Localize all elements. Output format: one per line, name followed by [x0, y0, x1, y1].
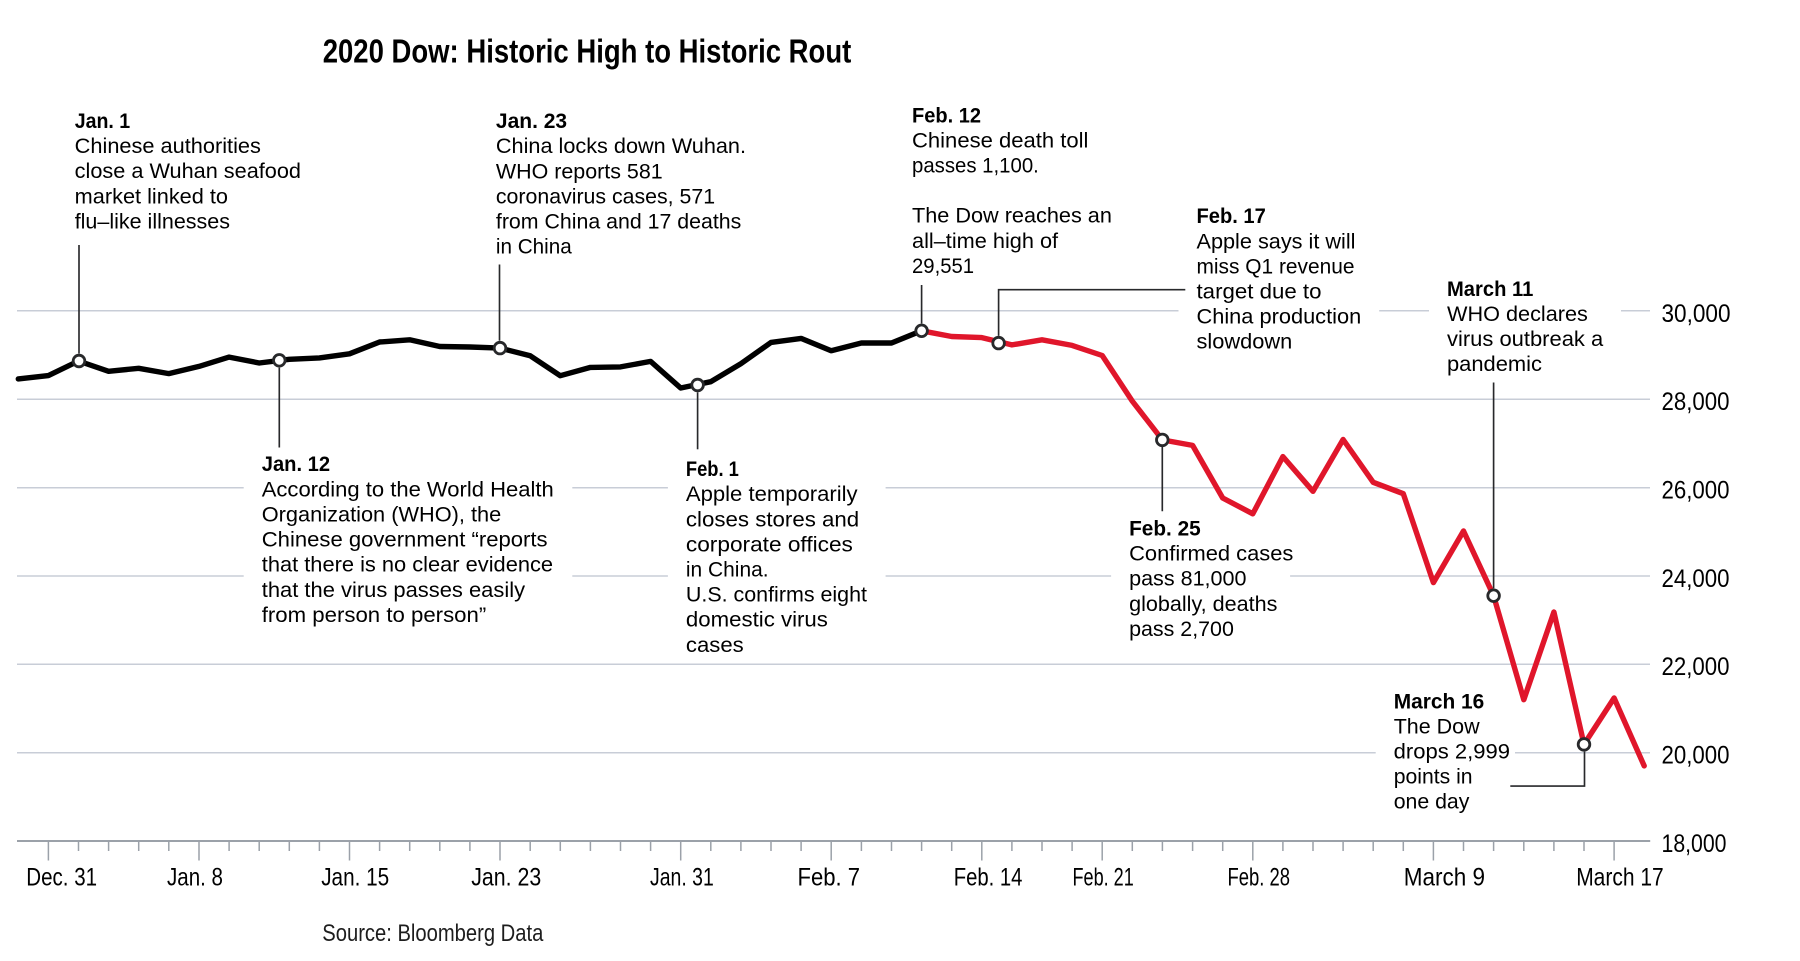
svg-text:According to the World Health: According to the World Health — [262, 477, 554, 501]
svg-text:Jan. 23: Jan. 23 — [471, 864, 541, 892]
svg-text:2020 Dow: Historic High to His: 2020 Dow: Historic High to Historic Rout — [323, 33, 852, 70]
svg-text:Apple says it will: Apple says it will — [1197, 229, 1356, 253]
svg-text:The Dow: The Dow — [1394, 714, 1480, 738]
svg-text:China locks down Wuhan.: China locks down Wuhan. — [496, 134, 746, 158]
svg-text:domestic virus: domestic virus — [686, 608, 828, 632]
svg-text:WHO declares: WHO declares — [1447, 302, 1588, 326]
svg-text:market linked to: market linked to — [75, 184, 228, 208]
svg-text:in China: in China — [496, 235, 572, 259]
svg-text:Feb. 1: Feb. 1 — [686, 457, 739, 481]
svg-text:Chinese government “reports: Chinese government “reports — [262, 528, 548, 552]
svg-text:Jan. 8: Jan. 8 — [167, 864, 223, 892]
svg-text:pass 2,700: pass 2,700 — [1129, 617, 1234, 641]
svg-text:from China and 17 deaths: from China and 17 deaths — [496, 210, 741, 234]
svg-text:Feb. 7: Feb. 7 — [798, 864, 861, 892]
svg-text:pandemic: pandemic — [1447, 352, 1542, 376]
svg-text:globally, deaths: globally, deaths — [1129, 592, 1277, 616]
svg-text:March 17: March 17 — [1576, 864, 1664, 892]
svg-text:flu–like illnesses: flu–like illnesses — [75, 209, 230, 233]
svg-text:Jan. 15: Jan. 15 — [321, 864, 389, 892]
svg-text:in China.: in China. — [686, 558, 769, 582]
svg-text:Apple temporarily: Apple temporarily — [686, 482, 858, 506]
svg-text:22,000: 22,000 — [1662, 653, 1730, 681]
svg-text:The Dow reaches an: The Dow reaches an — [912, 204, 1112, 228]
svg-text:passes 1,100.: passes 1,100. — [912, 154, 1039, 178]
svg-text:Source: Bloomberg Data: Source: Bloomberg Data — [322, 920, 543, 947]
svg-text:30,000: 30,000 — [1662, 300, 1731, 328]
svg-text:Organization (WHO), the: Organization (WHO), the — [262, 503, 502, 527]
svg-text:29,551: 29,551 — [912, 254, 974, 278]
svg-text:one day: one day — [1394, 790, 1470, 814]
svg-text:Jan. 23: Jan. 23 — [496, 109, 567, 133]
svg-text:Dec. 31: Dec. 31 — [26, 864, 97, 892]
svg-text:March 9: March 9 — [1404, 864, 1485, 892]
svg-text:Feb. 21: Feb. 21 — [1073, 864, 1134, 892]
svg-text:24,000: 24,000 — [1662, 565, 1730, 593]
svg-text:Feb. 14: Feb. 14 — [954, 864, 1023, 892]
svg-text:China production: China production — [1197, 305, 1362, 329]
svg-text:26,000: 26,000 — [1662, 477, 1730, 505]
svg-text:Feb. 25: Feb. 25 — [1129, 517, 1201, 541]
svg-text:close a Wuhan seafood: close a Wuhan seafood — [75, 159, 301, 183]
svg-text:that the virus passes easily: that the virus passes easily — [262, 578, 526, 602]
svg-text:points in: points in — [1394, 765, 1473, 789]
svg-text:drops 2,999: drops 2,999 — [1394, 740, 1510, 764]
svg-text:Feb. 17: Feb. 17 — [1197, 204, 1266, 228]
svg-text:WHO reports 581: WHO reports 581 — [496, 159, 663, 183]
svg-text:all–time high of: all–time high of — [912, 229, 1058, 253]
svg-text:March 11: March 11 — [1447, 277, 1533, 301]
svg-text:coronavirus cases, 571: coronavirus cases, 571 — [496, 184, 715, 208]
svg-text:miss Q1 revenue: miss Q1 revenue — [1197, 254, 1355, 278]
svg-text:pass 81,000: pass 81,000 — [1129, 567, 1246, 591]
svg-text:cases: cases — [686, 633, 744, 657]
svg-text:target due to: target due to — [1197, 280, 1322, 304]
svg-text:28,000: 28,000 — [1662, 388, 1730, 416]
svg-text:Jan. 12: Jan. 12 — [262, 452, 330, 476]
svg-text:Confirmed cases: Confirmed cases — [1129, 542, 1293, 566]
svg-text:slowdown: slowdown — [1197, 330, 1293, 354]
svg-text:virus outbreak a: virus outbreak a — [1447, 327, 1603, 351]
svg-text:U.S. confirms eight: U.S. confirms eight — [686, 583, 867, 607]
svg-text:Chinese death toll: Chinese death toll — [912, 128, 1088, 152]
svg-text:that there is no clear evidenc: that there is no clear evidence — [262, 553, 553, 577]
svg-text:Jan. 31: Jan. 31 — [650, 864, 714, 892]
svg-text:Chinese authorities: Chinese authorities — [75, 134, 261, 158]
svg-text:corporate offices: corporate offices — [686, 532, 853, 556]
svg-text:18,000: 18,000 — [1662, 830, 1727, 858]
svg-text:Jan. 1: Jan. 1 — [75, 109, 131, 133]
svg-text:20,000: 20,000 — [1662, 742, 1730, 770]
svg-text:Feb. 28: Feb. 28 — [1228, 864, 1291, 892]
svg-text:from person to person”: from person to person” — [262, 603, 487, 627]
svg-text:closes stores and: closes stores and — [686, 507, 859, 531]
svg-text:March 16: March 16 — [1394, 689, 1485, 713]
svg-text:Feb. 12: Feb. 12 — [912, 103, 981, 127]
